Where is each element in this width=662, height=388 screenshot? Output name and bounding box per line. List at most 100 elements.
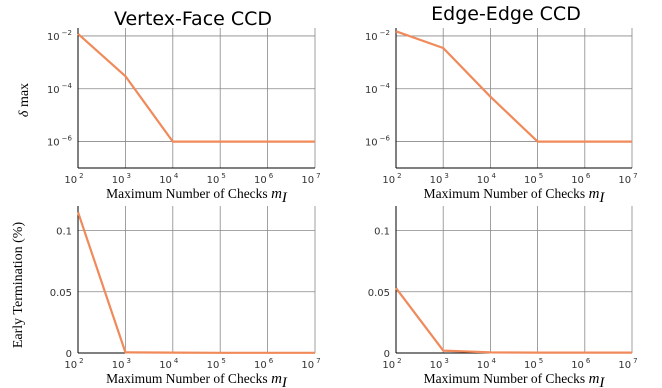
ylabel-delta-symbol: δ: [17, 110, 32, 117]
x-axis-label-text: Maximum Number of Checks: [106, 186, 271, 201]
y-tick-label: 0.05: [50, 288, 72, 299]
x-tick-base: 10: [64, 175, 77, 186]
x-tick-exponent: 3: [127, 357, 131, 365]
x-tick-exponent: 3: [444, 357, 448, 365]
x-tick-exponent: 6: [269, 357, 274, 365]
x-tick-label: 10 5: [524, 172, 543, 186]
x-tick-label: 10 5: [207, 357, 226, 371]
x-tick-exponent: 6: [586, 357, 591, 365]
x-tick-base: 10: [524, 360, 537, 371]
x-axis-label-symbol: m: [271, 371, 282, 387]
x-axis-label-subscript: I: [598, 375, 605, 388]
x-tick-base: 10: [382, 175, 395, 186]
x-tick-base: 10: [254, 175, 267, 186]
x-axis-label-symbol: m: [271, 186, 282, 202]
x-tick-base: 10: [618, 360, 631, 371]
x-tick-base: 10: [618, 175, 631, 186]
x-tick-exponent: 7: [316, 357, 320, 365]
y-tick-exponent: −2: [380, 29, 390, 37]
y-tick-label: 10 −2: [47, 29, 72, 43]
y-tick-base: 10: [47, 85, 60, 96]
y-tick-exponent: −6: [62, 135, 73, 143]
y-tick-base: 10: [365, 32, 378, 43]
y-tick-label: 10 −6: [47, 135, 73, 149]
x-tick-base: 10: [159, 360, 172, 371]
x-tick-exponent: 4: [174, 357, 179, 365]
x-tick-exponent: 7: [633, 357, 637, 365]
x-axis-label: Maximum Number of Checks mI: [106, 186, 288, 206]
y-tick-exponent: −4: [380, 82, 391, 90]
y-tick-label: 0.1: [374, 227, 390, 238]
x-tick-exponent: 5: [221, 172, 225, 180]
series-line: [77, 32, 315, 143]
x-tick-base: 10: [64, 360, 77, 371]
series-line: [76, 211, 315, 354]
x-tick-label: 10 2: [382, 172, 401, 186]
x-tick-label: 10 6: [571, 357, 591, 371]
x-tick-label: 10 4: [477, 357, 497, 371]
y-tick-label: 0: [66, 349, 72, 360]
x-axis-label-text: Maximum Number of Checks: [106, 371, 271, 386]
x-tick-label: 10 4: [159, 357, 179, 371]
y-tick-label: 10 −2: [365, 29, 390, 43]
x-tick-label: 10 7: [618, 172, 637, 186]
x-tick-exponent: 7: [316, 172, 320, 180]
x-tick-exponent: 2: [79, 172, 83, 180]
x-tick-base: 10: [112, 360, 125, 371]
x-axis-label-subscript: I: [281, 190, 288, 206]
x-tick-label: 10 7: [301, 172, 320, 186]
x-tick-base: 10: [430, 360, 443, 371]
x-tick-label: 10 2: [64, 357, 83, 371]
x-tick-exponent: 3: [444, 172, 448, 180]
x-tick-exponent: 5: [221, 357, 225, 365]
x-tick-base: 10: [477, 360, 490, 371]
x-axis-label-symbol: m: [589, 186, 600, 202]
x-tick-label: 10 4: [477, 172, 497, 186]
x-tick-base: 10: [254, 360, 267, 371]
x-tick-label: 10 7: [618, 357, 637, 371]
x-tick-exponent: 7: [633, 172, 637, 180]
y-tick-exponent: −2: [62, 29, 72, 37]
y-tick-base: 10: [365, 138, 378, 149]
series-line: [395, 287, 632, 354]
x-tick-exponent: 6: [586, 172, 591, 180]
x-tick-label: 10 6: [571, 172, 591, 186]
y-tick-label: 10 −6: [365, 135, 391, 149]
x-axis-label: Maximum Number of Checks mI: [424, 186, 606, 206]
x-tick-exponent: 5: [539, 357, 543, 365]
x-axis-label-symbol: m: [589, 371, 600, 387]
y-tick-label: 0.1: [56, 227, 72, 238]
x-tick-base: 10: [571, 175, 584, 186]
series-line: [395, 30, 632, 143]
y-tick-label: 10 −4: [365, 82, 391, 96]
x-tick-label: 10 3: [430, 172, 449, 186]
x-tick-base: 10: [301, 360, 314, 371]
x-tick-label: 10 3: [112, 172, 131, 186]
x-tick-exponent: 4: [174, 172, 179, 180]
x-tick-exponent: 4: [492, 357, 497, 365]
x-tick-exponent: 2: [397, 357, 401, 365]
x-tick-label: 10 3: [112, 357, 131, 371]
x-tick-base: 10: [524, 175, 537, 186]
y-tick-base: 10: [365, 85, 378, 96]
y-tick-label: 0.05: [368, 288, 390, 299]
x-tick-label: 10 3: [430, 357, 449, 371]
x-tick-label: 10 5: [207, 172, 226, 186]
x-tick-label: 10 2: [382, 357, 401, 371]
x-tick-label: 10 5: [524, 357, 543, 371]
x-tick-exponent: 4: [492, 172, 497, 180]
x-tick-label: 10 6: [254, 357, 274, 371]
x-tick-exponent: 2: [397, 172, 401, 180]
ylabel-delta-max: δ max: [17, 83, 32, 117]
x-axis-label-text: Maximum Number of Checks: [424, 186, 589, 201]
y-tick-base: 10: [47, 138, 60, 149]
x-tick-label: 10 7: [301, 357, 320, 371]
x-tick-base: 10: [571, 360, 584, 371]
y-tick-base: 10: [47, 32, 60, 43]
x-tick-base: 10: [159, 175, 172, 186]
x-axis-label-text: Maximum Number of Checks: [424, 371, 589, 386]
